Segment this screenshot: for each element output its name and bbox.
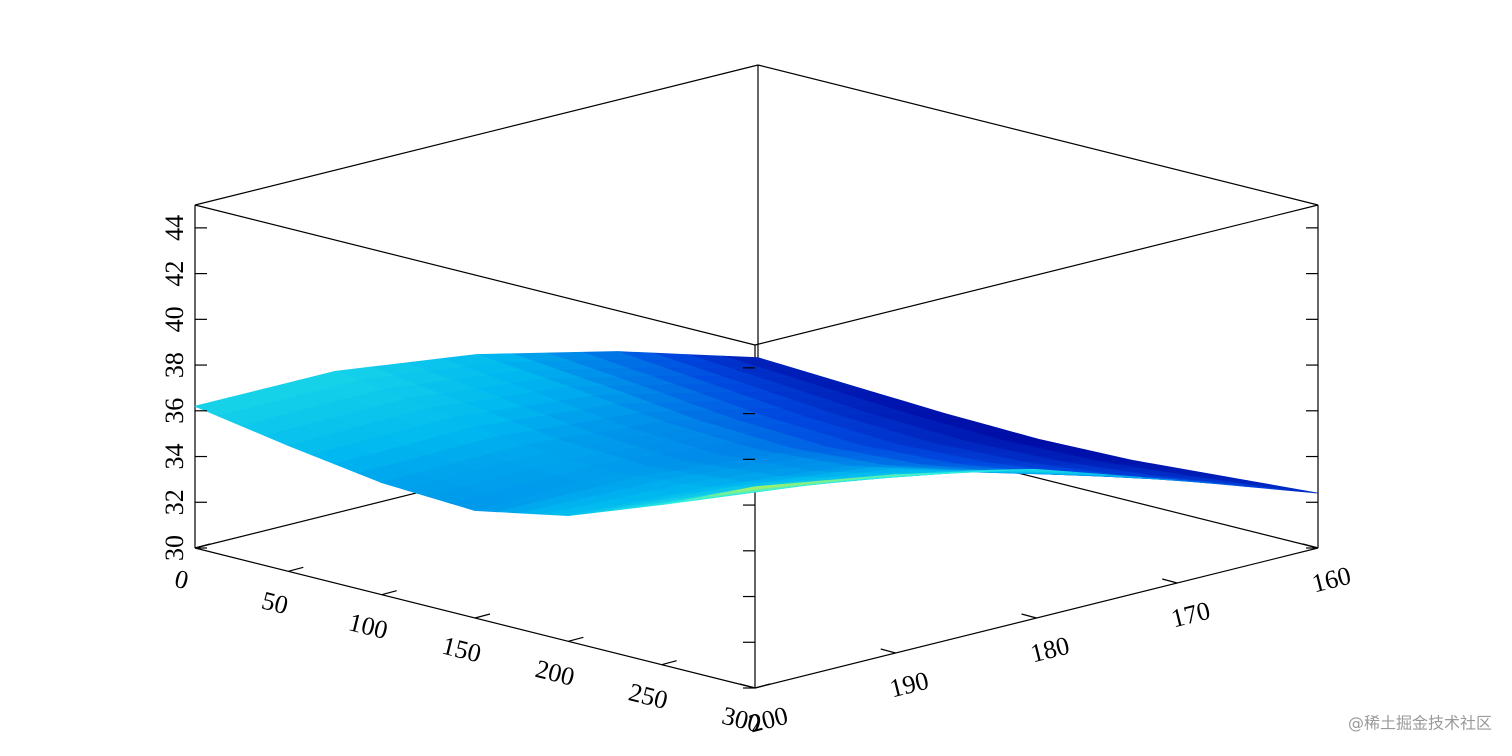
box-edge [194,204,756,346]
z-tick-label: 36 [160,398,189,424]
x-tick [568,636,584,642]
box-edge [754,204,1319,346]
surface-patch [731,483,791,492]
x-tick-label: 100 [346,607,391,645]
z-tick-label: 40 [160,306,189,332]
x-tick [474,613,491,619]
z-tick-label: 42 [160,261,189,287]
x-tick [754,683,771,689]
x-tick-label: 200 [533,654,578,692]
y-tick [1302,543,1319,549]
z-tick-label: 32 [160,489,189,515]
y-tick-label: 180 [1027,631,1072,669]
y-tick [1021,613,1037,619]
z-tick-label: 34 [160,444,189,470]
z-tick-label: 44 [160,215,189,241]
y-tick [1162,578,1178,584]
box-edge [194,64,759,206]
x-tick-label: 0 [172,564,192,595]
z-tick-label: 30 [160,535,189,561]
x-tick-label: 50 [259,586,291,620]
x-tick-label: 150 [439,631,484,669]
z-tick-label: 38 [160,352,189,378]
box-edge [757,64,1319,206]
y-tick [880,648,896,654]
y-tick [739,683,756,689]
y-tick-label: 160 [1309,561,1354,599]
x-tick [661,660,677,666]
x-tick [194,543,211,549]
y-tick-label: 170 [1168,596,1213,634]
x-tick [381,590,397,596]
x-tick [288,566,304,572]
x-tick-label: 250 [626,677,671,715]
watermark: @稀土掘金技术社区 [1348,714,1492,733]
y-tick-label: 190 [887,666,932,704]
